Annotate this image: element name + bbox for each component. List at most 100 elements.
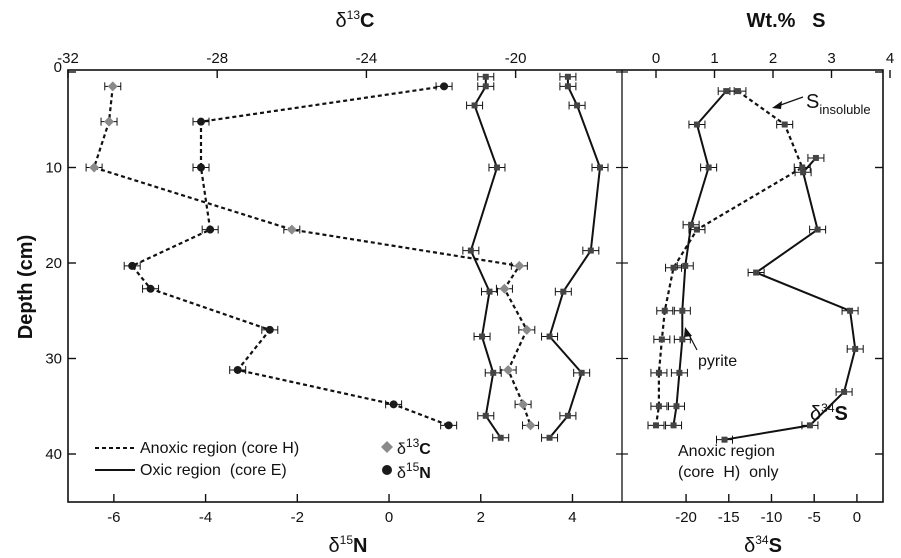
- data-point-square: [564, 73, 571, 80]
- data-point-diamond: [107, 81, 118, 92]
- bottom-d34s-prefix: δ: [744, 535, 755, 557]
- data-point-diamond: [89, 162, 100, 173]
- data-point-circle: [444, 421, 453, 430]
- legend-d13c-prefix: δ: [397, 441, 406, 458]
- data-point-square: [814, 226, 821, 233]
- data-point-square: [587, 247, 594, 254]
- data-point-circle: [440, 82, 449, 91]
- data-point-square: [721, 436, 728, 443]
- y-tick-label: 30: [45, 351, 62, 368]
- data-point-square: [670, 422, 677, 429]
- data-point-square: [578, 369, 585, 376]
- y-tick-label: 20: [45, 255, 62, 272]
- data-point-circle: [197, 163, 205, 172]
- data-point-square: [781, 121, 788, 128]
- data-point-square: [852, 345, 859, 352]
- data-point-square: [546, 434, 553, 441]
- series-pyrite: [665, 87, 735, 430]
- d13c-tick-label: -20: [505, 50, 527, 67]
- data-point-square: [688, 221, 695, 228]
- data-point-diamond: [499, 283, 510, 294]
- d13c-tick-label: -32: [57, 50, 79, 67]
- s-insoluble-sub: insoluble: [819, 102, 870, 117]
- data-point-square: [482, 73, 489, 80]
- data-point-square: [841, 388, 848, 395]
- data-point-square: [679, 307, 686, 314]
- series-oxic_d13C: [462, 72, 510, 442]
- d34s-series-main: S: [835, 403, 848, 425]
- series-line-anoxic_d15N: [130, 85, 450, 427]
- y-axis-title: Depth (cm): [15, 235, 37, 339]
- region-note-line2: (core H) only: [678, 464, 778, 481]
- d34s-tick-label: -5: [808, 509, 821, 526]
- data-point-square: [574, 102, 581, 109]
- data-point-square: [493, 164, 500, 171]
- legend-d13c-sup: 13: [406, 436, 420, 450]
- pyrite-annotation: pyrite: [698, 353, 737, 370]
- s-insoluble-main: S: [806, 91, 819, 113]
- series-line-anoxic_d13C: [92, 86, 532, 426]
- data-point-square: [471, 102, 478, 109]
- wts-tick-label: 0: [652, 50, 660, 67]
- data-point-diamond: [503, 364, 514, 375]
- d34s-series-label: δ34S: [810, 401, 848, 425]
- legend-label-anoxic: Anoxic region (core H): [140, 440, 299, 457]
- bottom-d34s-sup: 34: [755, 533, 769, 547]
- data-point-square: [564, 83, 571, 90]
- d34s-tick-label: -10: [761, 509, 783, 526]
- series-anoxic_d15N: [123, 82, 458, 430]
- bottom-d15n-main: N: [353, 535, 367, 557]
- data-point-square: [661, 307, 668, 314]
- series-line-oxic_d13C: [469, 76, 502, 439]
- data-point-circle: [146, 284, 155, 293]
- data-point-diamond: [521, 324, 532, 335]
- d34s-tick-label: -15: [718, 509, 740, 526]
- data-point-square: [564, 412, 571, 419]
- data-point-square: [693, 121, 700, 128]
- d34s-series-sup: 34: [821, 401, 835, 415]
- series-line-S_insoluble: [654, 90, 804, 426]
- data-point-square: [734, 88, 741, 95]
- d34s-tick-label: -20: [675, 509, 697, 526]
- y-tick-label: 0: [54, 59, 62, 76]
- top-wts-axis-title: Wt.% S: [747, 10, 826, 32]
- data-point-diamond: [525, 420, 536, 431]
- region-note-line1: Anoxic region: [678, 443, 775, 460]
- data-point-circle: [265, 325, 274, 334]
- legend-label-oxic: Oxic region (core E): [140, 462, 287, 479]
- s-insoluble-arrowhead: [772, 101, 782, 109]
- data-point-square: [812, 154, 819, 161]
- data-point-square: [655, 369, 662, 376]
- data-point-square: [679, 336, 686, 343]
- pyrite-arrowhead: [684, 327, 692, 337]
- series-d34S: [716, 153, 864, 444]
- data-point-square: [693, 226, 700, 233]
- data-point-square: [560, 288, 567, 295]
- d13c-tick-label: -24: [356, 50, 378, 67]
- data-point-square: [806, 422, 813, 429]
- top-d13c-prefix: δ: [336, 10, 347, 32]
- d15n-tick-label: -4: [199, 509, 212, 526]
- legend-d13c-main: C: [419, 441, 431, 458]
- wts-tick-label: 4: [886, 50, 894, 67]
- series-line-pyrite: [672, 90, 727, 426]
- series-anoxic_d13C: [85, 81, 540, 431]
- data-point-circle: [206, 225, 215, 234]
- legend-circle-marker: [382, 465, 392, 475]
- series-line-oxic_d15N: [548, 76, 602, 439]
- data-point-square: [467, 247, 474, 254]
- legend-diamond-marker: [381, 441, 393, 453]
- legend-d15n-label: δ15N: [397, 460, 431, 482]
- series-oxic_d15N: [541, 72, 609, 442]
- data-point-square: [482, 83, 489, 90]
- data-point-square: [676, 369, 683, 376]
- data-point-square: [597, 164, 603, 171]
- d15n-tick-label: 0: [385, 509, 393, 526]
- data-point-square: [800, 169, 807, 176]
- bottom-d15n-sup: 15: [340, 533, 354, 547]
- data-point-square: [490, 369, 497, 376]
- wts-tick-label: 2: [769, 50, 777, 67]
- data-point-square: [479, 333, 486, 340]
- data-point-circle: [197, 117, 205, 126]
- data-point-circle: [389, 400, 398, 409]
